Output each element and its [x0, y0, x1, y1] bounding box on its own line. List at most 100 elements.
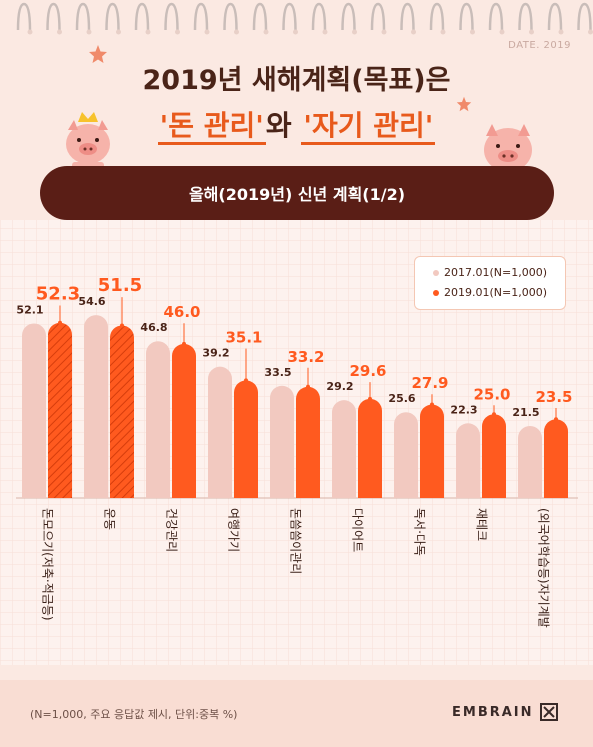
value-label-2017: 39.2	[202, 347, 229, 360]
value-leader-dot	[492, 412, 496, 417]
date-label: DATE. 2019	[508, 40, 571, 51]
star-icon	[456, 96, 472, 112]
value-leader-dot	[58, 320, 62, 325]
value-label-2017: 29.2	[326, 380, 353, 393]
brand-mark-icon	[539, 703, 558, 721]
value-leader-dot	[244, 378, 248, 383]
value-label-2019: 46.0	[163, 303, 200, 321]
value-leader-dot	[430, 402, 434, 407]
legend-label: 2019.01(N=1,000)	[444, 286, 548, 299]
bar-2017	[270, 385, 294, 498]
value-label-2019: 23.5	[535, 388, 572, 406]
binder-ring	[459, 2, 474, 31]
bar-2017	[146, 341, 170, 498]
bar-2019	[110, 325, 134, 498]
value-label-2019: 25.0	[473, 385, 510, 403]
value-label-2017: 21.5	[512, 406, 539, 419]
binder-hole	[293, 29, 298, 35]
value-label-2017: 46.8	[140, 321, 167, 334]
value-leader-dot	[306, 384, 310, 389]
binder-hole	[558, 29, 564, 35]
binder-hole	[411, 29, 416, 35]
bar-2017	[456, 423, 480, 498]
binder-rings	[16, 2, 593, 35]
value-label-2017: 52.1	[16, 303, 43, 316]
brand-logo: EMBRAIN	[452, 703, 558, 721]
footer-bar	[0, 680, 593, 747]
binder-hole	[529, 29, 534, 35]
binder-hole	[499, 29, 505, 35]
bar-2019	[172, 343, 196, 498]
binder-hole	[116, 29, 121, 35]
bar-2019	[358, 398, 382, 498]
value-leader-dot	[120, 323, 124, 328]
value-leader-dot	[182, 341, 186, 346]
binder-hole	[352, 29, 357, 35]
binder-ring	[252, 2, 268, 31]
binder-hole	[175, 29, 180, 35]
category-label: 돈모으기(저축·적금등)	[41, 508, 55, 621]
category-label: 건강관리	[165, 508, 179, 552]
chart-legend: 2017.01(N=1,000) 2019.01(N=1,000)	[414, 256, 566, 310]
binder-hole	[588, 29, 593, 35]
bar-2019	[482, 414, 506, 498]
bar-2017	[84, 315, 108, 498]
binder-hole	[470, 29, 475, 35]
value-label-2017: 33.5	[264, 366, 291, 379]
bar-2017	[394, 412, 419, 498]
binder-ring	[370, 2, 386, 31]
bar-2017	[518, 425, 542, 498]
value-leader-dot	[554, 417, 558, 422]
value-label-2019: 35.1	[225, 329, 262, 347]
binder-ring	[46, 2, 61, 31]
binder-ring	[105, 2, 120, 31]
binder-ring	[400, 2, 415, 31]
page-title: 2019년 새해계획(목표)은	[142, 65, 451, 96]
value-label-2019: 29.6	[349, 362, 386, 380]
value-label-2019: 27.9	[411, 374, 448, 392]
binder-hole	[86, 29, 92, 35]
value-leader-dot	[368, 396, 372, 401]
legend-item: 2017.01(N=1,000)	[433, 266, 547, 279]
legend-label: 2017.01(N=1,000)	[444, 266, 548, 279]
binder-hole	[263, 29, 269, 35]
binder-hole	[234, 29, 239, 35]
binder-ring	[16, 2, 32, 31]
category-label: 돈씀씀이관리	[289, 508, 303, 574]
bar-2019	[544, 419, 568, 498]
value-label-2017: 54.6	[78, 295, 105, 308]
binder-ring	[547, 2, 563, 31]
value-label-2019: 52.3	[36, 283, 80, 304]
star-icon	[89, 45, 107, 63]
value-label-2017: 22.3	[450, 403, 477, 416]
binder-hole	[440, 29, 446, 35]
bar-2017	[208, 366, 232, 498]
binder-ring	[518, 2, 533, 31]
binder-hole	[145, 29, 151, 35]
binder-ring	[429, 2, 445, 31]
value-label-2019: 51.5	[98, 275, 142, 296]
bar-2017	[332, 400, 356, 498]
binder-hole	[57, 29, 62, 35]
bar-2019	[420, 404, 444, 498]
category-label: 재테크	[475, 508, 489, 541]
binder-hole	[322, 29, 328, 35]
category-label: (외국어학습등)자기계발	[537, 508, 551, 628]
brand-name: EMBRAIN	[452, 704, 534, 720]
binder-ring	[341, 2, 356, 31]
binder-ring	[75, 2, 91, 31]
legend-swatch	[433, 289, 439, 296]
binder-ring	[223, 2, 238, 31]
binder-ring	[311, 2, 327, 31]
title-connector: 와	[265, 109, 292, 142]
binder-ring	[282, 2, 297, 31]
binder-ring	[577, 2, 592, 31]
binder-ring	[488, 2, 504, 31]
binder-hole	[204, 29, 210, 35]
binder-ring	[134, 2, 150, 31]
binder-ring	[164, 2, 179, 31]
binder-hole	[381, 29, 387, 35]
legend-item: 2019.01(N=1,000)	[433, 286, 547, 299]
binder-ring	[193, 2, 209, 31]
